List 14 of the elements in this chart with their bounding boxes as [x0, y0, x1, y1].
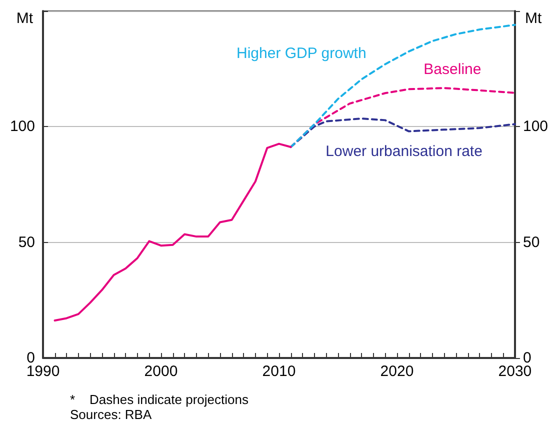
y2-axis-title: Mt	[524, 10, 542, 27]
y2-tick-label: 100	[522, 118, 548, 136]
y-tick-label: 50	[18, 234, 35, 251]
y-tick-label: 100	[10, 118, 35, 136]
source-note: Sources: RBA	[70, 407, 152, 422]
series-label: Baseline	[424, 61, 482, 78]
text: * Dashes indicate projections	[70, 392, 249, 407]
x-tick-label: 2000	[144, 363, 178, 380]
y2-tick-label: 50	[522, 234, 540, 251]
series-label: Higher GDP growth	[236, 45, 366, 62]
x-tick-label: 2010	[262, 363, 296, 380]
y-axis-title: Mt	[16, 10, 34, 27]
series-label: Lower urbanisation rate	[326, 143, 482, 160]
x-tick-label: 2020	[380, 363, 414, 380]
